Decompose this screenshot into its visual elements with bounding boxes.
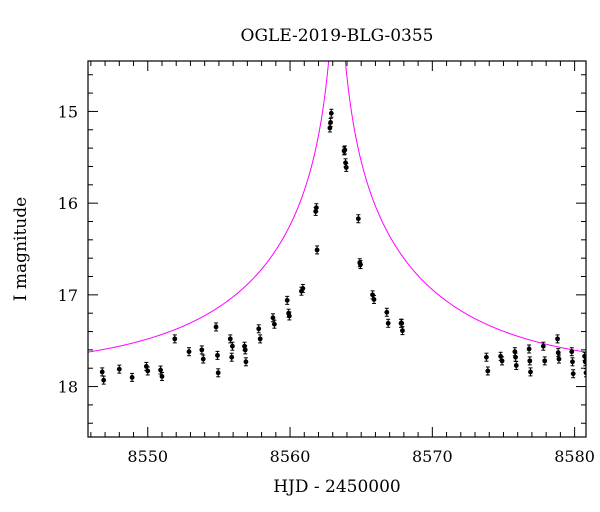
x-tick-label: 8550 [127,447,168,466]
data-point [499,356,505,366]
data-point [342,145,348,155]
data-point [385,318,391,328]
data-point [513,360,519,370]
data-point [526,344,532,354]
x-tick-label: 8580 [554,447,595,466]
y-tick-label: 17 [58,286,78,305]
data-point [540,341,546,351]
data-point [570,357,575,367]
data-point [172,334,178,344]
data-point [300,283,306,293]
data-point [271,319,277,329]
data-point [145,366,151,376]
data-point [400,326,405,336]
data-point [101,375,107,385]
data-point [513,352,518,362]
data-point [484,352,489,362]
data-point [485,366,491,376]
data-point [213,322,219,332]
data-point [582,357,586,367]
data-point [116,364,122,374]
data-point [328,108,334,118]
model-curve [88,61,586,353]
data-point [200,354,206,364]
data-point [243,357,249,367]
data-point [286,311,292,321]
x-axis-label: HJD - 2450000 [273,477,401,497]
data-point [570,369,576,379]
data-point [242,345,248,355]
data-point [343,162,349,172]
data-point [512,347,518,357]
data-points-layer [99,108,586,385]
model-curve-layer [88,61,586,353]
x-tick-label: 8560 [270,447,311,466]
data-point [227,334,233,344]
axis-ticks [88,61,586,437]
data-point [556,354,562,364]
data-point [313,203,319,213]
data-point [257,334,263,344]
data-point [327,123,333,133]
data-point [159,371,165,381]
chart-title: OGLE-2019-BLG-0355 [241,26,434,46]
data-point [230,341,235,351]
y-axis-label: I magnitude [11,197,31,301]
data-point [528,367,533,377]
y-tick-label: 16 [58,194,78,213]
plot-frame [87,60,587,438]
data-point [384,307,390,317]
data-point [215,350,220,360]
x-tick-label: 8570 [412,447,453,466]
data-point [555,334,560,344]
tick-labels: 8550 8560 8570 8580 15 16 17 18 [58,102,595,466]
data-point [358,260,363,270]
data-point [229,352,235,362]
data-point [186,347,192,357]
data-point [527,356,533,366]
data-point [99,367,105,377]
data-point [542,356,548,366]
data-point [355,214,361,224]
data-point [371,294,377,304]
y-tick-label: 18 [58,378,78,397]
data-point [328,117,333,127]
data-point [569,347,575,357]
data-point [129,372,135,382]
data-point [284,295,290,305]
data-point [256,324,262,334]
data-point [314,245,320,255]
data-point [215,368,221,378]
data-point [399,318,405,328]
data-point [199,345,205,355]
y-tick-label: 15 [58,102,78,121]
